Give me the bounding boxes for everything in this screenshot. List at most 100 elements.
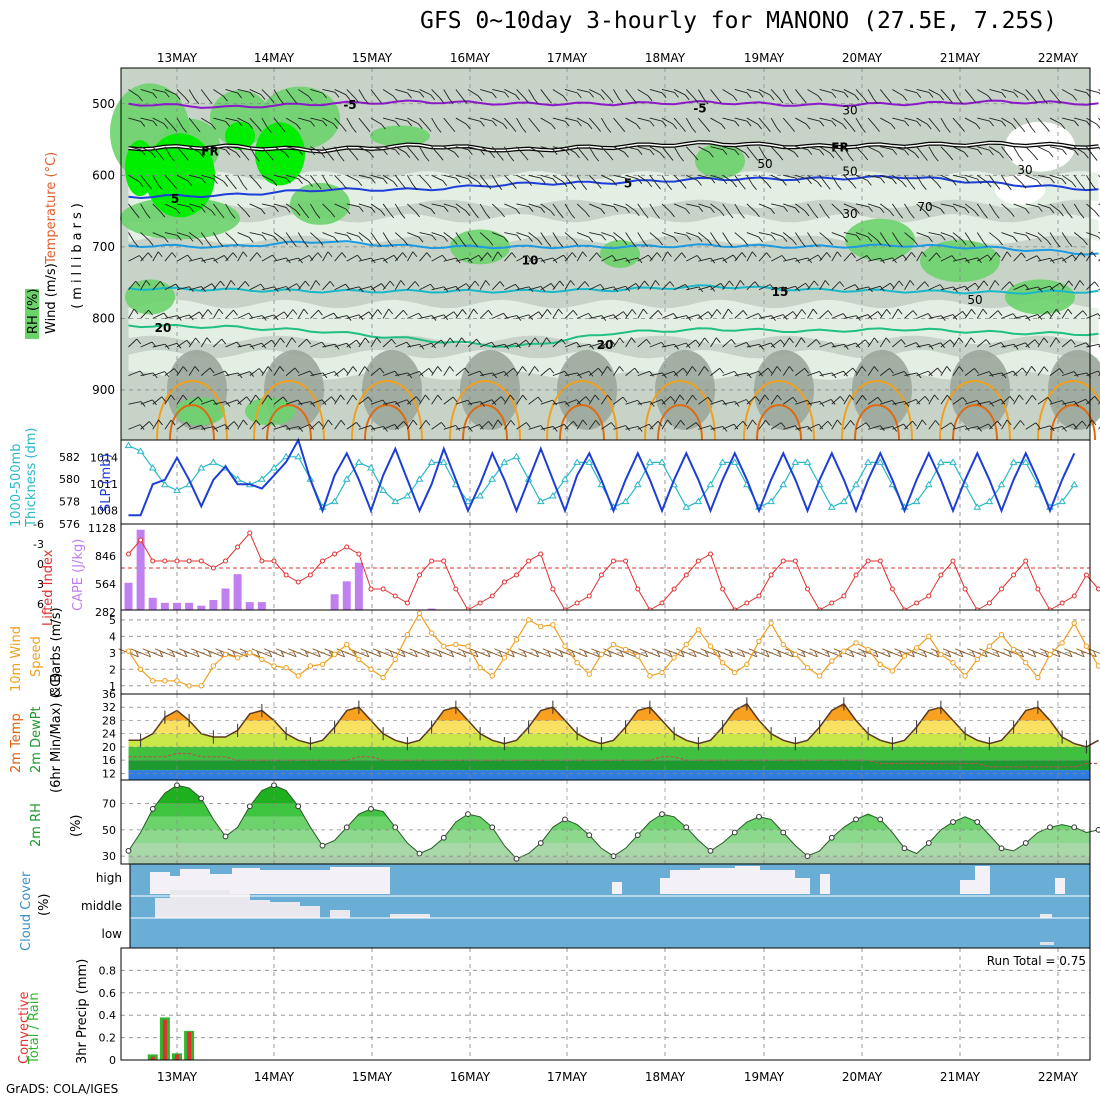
- wind-barb-flag: [790, 126, 795, 132]
- wind-speed-marker: [465, 643, 471, 649]
- wind-barb: [710, 367, 720, 376]
- wind-barb: [383, 401, 396, 405]
- wind-barb: [661, 146, 670, 156]
- li-marker: [198, 558, 204, 564]
- wind-barb: [952, 396, 964, 405]
- wind-barb: [140, 232, 150, 241]
- rh-marker: [877, 816, 884, 823]
- wind-barb: [734, 310, 744, 319]
- wind-barb: [637, 308, 644, 319]
- cape-bar: [136, 529, 145, 610]
- wind-barb-flag: [921, 251, 927, 258]
- wind-barb-flag: [318, 309, 323, 316]
- wind-barb: [940, 203, 954, 208]
- wind-barb: [1049, 282, 1061, 291]
- wind-barb: [688, 648, 709, 658]
- wind-barb: [843, 394, 850, 405]
- wind-barb: [976, 339, 987, 348]
- wind-barb-flag: [462, 650, 467, 658]
- wind-barb: [298, 117, 311, 122]
- wind-barb-flag: [552, 149, 558, 155]
- wind-barb: [237, 419, 244, 430]
- rh-marker: [198, 795, 205, 802]
- wind-barb-flag: [504, 343, 510, 350]
- wind-barb-flag: [962, 397, 968, 403]
- wind-barb: [298, 89, 309, 97]
- wind-barb-flag: [200, 207, 206, 213]
- wind-barb: [1049, 89, 1058, 99]
- wind-barb: [625, 117, 637, 125]
- wind-barb-flag: [186, 339, 192, 346]
- li-marker: [186, 558, 192, 564]
- wind-barb: [225, 203, 232, 214]
- wind-barb-flag: [807, 149, 813, 155]
- wind-axis-label: Wind (m/s): [44, 263, 59, 334]
- wind-barb: [625, 399, 638, 405]
- wind-barb: [188, 366, 196, 376]
- wind-barb-flag: [764, 155, 769, 162]
- wind-barb-flag: [879, 207, 885, 214]
- wind-barb: [710, 426, 724, 430]
- cloud-high-gap: [795, 878, 810, 894]
- wind-barb: [164, 394, 172, 405]
- wind-barb: [807, 280, 815, 291]
- wind-barb-flag: [525, 339, 531, 346]
- wind-barb: [698, 117, 707, 127]
- wind-barb-flag: [1024, 208, 1030, 214]
- wind-barb: [952, 366, 960, 376]
- wind-barb-flag: [171, 650, 176, 658]
- wind-barb-flag: [391, 338, 396, 345]
- wind-barb: [722, 254, 734, 262]
- wind-barb: [286, 257, 299, 262]
- wind-barb: [383, 117, 396, 122]
- wind-barb: [225, 252, 234, 262]
- wind-barb-flag: [643, 212, 649, 219]
- wind-barb: [600, 117, 608, 128]
- wind-barb: [322, 371, 335, 377]
- wind-barb-flag: [539, 152, 544, 158]
- wind-barb-flag: [667, 184, 672, 190]
- wind-barb-flag: [438, 154, 444, 161]
- wind-barb-flag: [734, 149, 740, 156]
- wind-barb-flag: [1059, 368, 1064, 374]
- wind-barb: [1001, 232, 1014, 238]
- wind-barb-flag: [480, 149, 485, 156]
- wind-barb-flag: [195, 126, 201, 133]
- wind-label-3: & Barbs (m/s): [49, 607, 64, 697]
- wind-barb: [965, 146, 978, 151]
- wind-barb: [758, 232, 772, 236]
- wind-barb-flag: [704, 337, 709, 344]
- wind-barb: [164, 117, 173, 127]
- wind-speed-marker: [331, 651, 338, 658]
- wind-barb-flag: [928, 92, 934, 98]
- wind-barb-flag: [915, 399, 921, 405]
- wind-barb: [710, 146, 724, 151]
- wind-barb-flag: [455, 177, 461, 184]
- wind-barb: [637, 423, 650, 430]
- wind-barb: [1049, 425, 1063, 430]
- wind-barb: [467, 146, 481, 151]
- wind-barb: [819, 232, 829, 241]
- wind-barb-flag: [948, 97, 953, 104]
- wind-barb-flag: [559, 280, 565, 287]
- wind-barb-flag: [443, 236, 448, 242]
- wind-barb-flag: [643, 308, 648, 315]
- wind-barb: [1013, 117, 1022, 128]
- wind-barb-flag: [753, 650, 758, 658]
- cloud-high-gap: [260, 870, 330, 894]
- wind-barb-flag: [670, 396, 676, 402]
- wind-barb: [188, 232, 200, 240]
- wind-barb: [455, 89, 464, 99]
- wind-barb-flag: [515, 284, 520, 290]
- wind-barb: [140, 421, 150, 430]
- wind-barb-flag: [707, 311, 713, 317]
- li-label: Lifted Index: [41, 549, 56, 626]
- wind-barb: [213, 203, 221, 214]
- thickness-marker: [270, 464, 278, 471]
- wind-barb: [191, 648, 212, 658]
- wind-barb-flag: [487, 252, 492, 258]
- wind-barb: [346, 232, 359, 237]
- wind-barb-flag: [982, 241, 988, 248]
- wind-barb: [528, 337, 536, 348]
